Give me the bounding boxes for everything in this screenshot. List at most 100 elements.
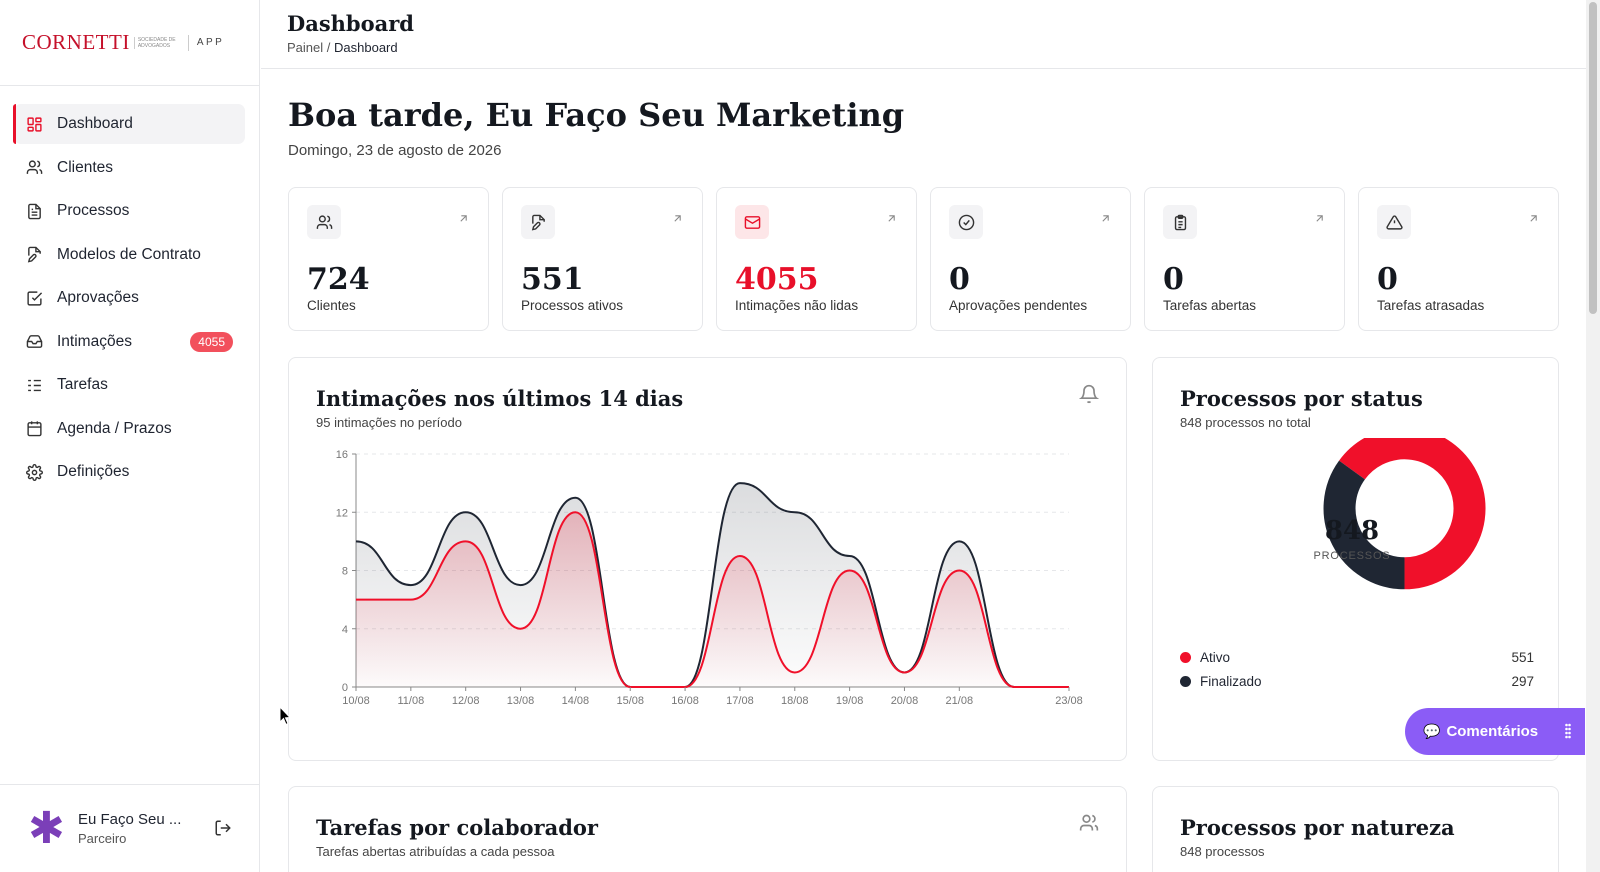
kpi-icon-box bbox=[949, 205, 983, 239]
sidebar-item-label: Dashboard bbox=[57, 115, 133, 132]
drag-handle-icon[interactable] bbox=[1565, 723, 1571, 740]
kpi-card-tarefas-atrasadas[interactable]: 0 Tarefas atrasadas bbox=[1358, 187, 1559, 331]
check-square-icon bbox=[27, 290, 43, 306]
donut-slice-ativo bbox=[1339, 438, 1486, 590]
page-header: Dashboard Painel / Dashboard bbox=[261, 0, 1586, 69]
x-tick-label: 12/08 bbox=[452, 695, 480, 707]
kpi-value: 0 bbox=[1163, 262, 1184, 297]
status-donut-chart: 848 PROCESSOS bbox=[1295, 438, 1486, 592]
sidebar-item-intimacoes[interactable]: Intimações 4055 bbox=[14, 322, 245, 362]
file-edit-icon bbox=[27, 246, 41, 263]
sidebar-item-label: Definições bbox=[57, 463, 130, 480]
inbox-icon bbox=[26, 335, 43, 348]
kpi-value: 0 bbox=[1377, 262, 1398, 297]
user-avatar: ✱ bbox=[28, 803, 65, 853]
legend-label: Finalizado bbox=[1200, 674, 1262, 689]
mouse-cursor-icon bbox=[279, 706, 291, 726]
panel-subtitle: Tarefas abertas atribuídas a cada pessoa bbox=[316, 844, 555, 859]
y-tick-label: 0 bbox=[342, 682, 348, 694]
slice-divider bbox=[1295, 567, 1319, 592]
legend-item-ativo: Ativo 551 bbox=[1180, 650, 1534, 665]
scrollbar-thumb[interactable] bbox=[1589, 2, 1597, 314]
x-tick-label: 18/08 bbox=[781, 695, 809, 707]
breadcrumb-separator: / bbox=[326, 40, 331, 55]
sidebar-item-label: Modelos de Contrato bbox=[57, 245, 201, 263]
sidebar: CORNETTI SOCIEDADE DE ADVOGADOS APP Dash… bbox=[0, 0, 260, 872]
chat-icon: 💬 bbox=[1423, 723, 1441, 739]
panel-title: Tarefas por colaborador bbox=[316, 815, 598, 840]
slice-divider bbox=[1400, 534, 1434, 538]
x-tick-label: 17/08 bbox=[726, 695, 754, 707]
intimacoes-area-chart: 0 4 8 12 16 10/08 11/08 12/08 13/08 14/08 15/08 16/… bbox=[336, 449, 1083, 707]
panel-subtitle: 848 processos no total bbox=[1180, 415, 1311, 430]
kpi-card-processos-ativos[interactable]: 551 Processos ativos bbox=[502, 187, 703, 331]
sidebar-item-aprovacoes[interactable]: Aprovações bbox=[14, 278, 245, 318]
kpi-icon-box bbox=[1377, 205, 1411, 239]
brand-divider bbox=[187, 34, 189, 51]
series-line bbox=[356, 511, 1069, 688]
kpi-value: 724 bbox=[307, 262, 370, 297]
donut-center-label: PROCESSOS bbox=[1314, 550, 1391, 562]
panel-subtitle: 848 processos bbox=[1180, 844, 1265, 859]
kpi-label: Tarefas atrasadas bbox=[1377, 298, 1485, 313]
arrow-up-right-icon bbox=[1102, 215, 1109, 222]
x-tick-label: 13/08 bbox=[507, 695, 535, 707]
alert-icon bbox=[1385, 214, 1403, 230]
legend-value: 551 bbox=[1511, 650, 1534, 665]
status-chart-panel: Processos por status 848 processos no to… bbox=[1152, 357, 1559, 761]
kpi-icon-box bbox=[1163, 205, 1197, 239]
sidebar-item-definicoes[interactable]: Definições bbox=[14, 452, 245, 492]
breadcrumb-root[interactable]: Painel bbox=[287, 40, 324, 55]
clipboard-icon bbox=[1174, 214, 1186, 230]
bell-icon[interactable] bbox=[1079, 384, 1099, 404]
kpi-label: Tarefas abertas bbox=[1163, 298, 1257, 313]
arrow-up-right-icon bbox=[674, 215, 681, 222]
sidebar-item-agenda[interactable]: Agenda / Prazos bbox=[14, 409, 245, 449]
legend-item-finalizado: Finalizado 297 bbox=[1180, 674, 1534, 689]
sidebar-item-processos[interactable]: Processos bbox=[14, 191, 245, 231]
x-tick-label: 16/08 bbox=[671, 695, 699, 707]
comments-button[interactable]: 💬 Comentários bbox=[1405, 708, 1585, 755]
file-edit-icon bbox=[531, 214, 545, 231]
kpi-label: Aprovações pendentes bbox=[949, 298, 1088, 313]
y-tick-label: 4 bbox=[342, 624, 348, 636]
donut-center-value: 848 bbox=[1325, 516, 1379, 546]
sidebar-nav: Dashboard Clientes Processos Modelos de … bbox=[0, 86, 259, 492]
x-tick-label: 11/08 bbox=[397, 695, 424, 707]
y-tick-label: 12 bbox=[336, 507, 348, 519]
user-profile[interactable]: ✱ Eu Faço Seu ... Parceiro bbox=[0, 784, 259, 872]
sidebar-item-label: Tarefas bbox=[57, 376, 108, 393]
kpi-label: Intimações não lidas bbox=[735, 298, 859, 313]
kpi-card-intimacoes[interactable]: 4055 Intimações não lidas bbox=[716, 187, 917, 331]
kpi-card-aprovacoes[interactable]: 0 Aprovações pendentes bbox=[930, 187, 1131, 331]
x-tick-label: 19/08 bbox=[836, 695, 864, 707]
donut-slice-finalizado bbox=[1323, 460, 1406, 590]
panel-title: Intimações nos últimos 14 dias bbox=[316, 386, 684, 411]
arrow-up-right-icon bbox=[1530, 215, 1537, 222]
legend-label: Ativo bbox=[1200, 650, 1231, 665]
legend-swatch bbox=[1180, 652, 1191, 663]
greeting-title: Boa tarde, Eu Faço Seu Marketing bbox=[288, 96, 905, 134]
kpi-icon-box bbox=[307, 205, 341, 239]
kpi-value: 0 bbox=[949, 262, 970, 297]
breadcrumb-current: Dashboard bbox=[334, 40, 398, 55]
kpi-card-tarefas-abertas[interactable]: 0 Tarefas abertas bbox=[1144, 187, 1345, 331]
y-tick-label: 8 bbox=[342, 566, 348, 578]
kpi-card-clientes[interactable]: 724 Clientes bbox=[288, 187, 489, 331]
brand-subtitle: SOCIEDADE DE ADVOGADOS bbox=[133, 36, 180, 49]
brand[interactable]: CORNETTI SOCIEDADE DE ADVOGADOS APP bbox=[0, 0, 259, 86]
panel-title: Processos por status bbox=[1180, 386, 1423, 411]
sidebar-item-modelos-contrato[interactable]: Modelos de Contrato bbox=[14, 235, 245, 275]
sidebar-item-clientes[interactable]: Clientes bbox=[14, 148, 245, 188]
arrow-up-right-icon bbox=[460, 215, 467, 222]
kpi-label: Processos ativos bbox=[521, 298, 624, 313]
sidebar-item-tarefas[interactable]: Tarefas bbox=[14, 365, 245, 405]
sidebar-item-dashboard[interactable]: Dashboard bbox=[13, 104, 245, 144]
tarefas-colaborador-panel: Tarefas por colaborador Tarefas abertas … bbox=[288, 786, 1127, 872]
x-tick-label: 15/08 bbox=[616, 695, 644, 707]
brand-logo: CORNETTI bbox=[22, 30, 130, 54]
user-role: Parceiro bbox=[78, 831, 127, 846]
sidebar-item-label: Agenda / Prazos bbox=[57, 419, 172, 437]
page-scrollbar[interactable] bbox=[1586, 0, 1600, 872]
logout-icon[interactable] bbox=[214, 819, 232, 837]
